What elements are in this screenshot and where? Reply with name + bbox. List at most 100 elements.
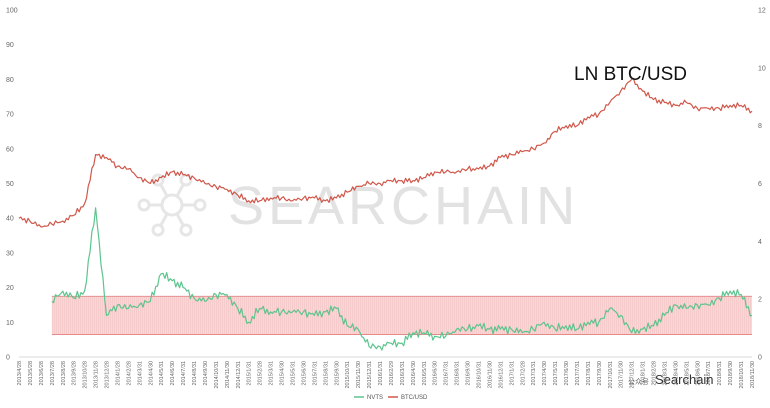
x-tick-label: 2014/5/31 — [159, 361, 165, 385]
x-tick-label: 2015/7/31 — [312, 361, 318, 385]
x-tick-label: 2018/9/30 — [728, 361, 734, 385]
x-tick-label: 2018/8/31 — [717, 361, 723, 385]
x-tick-label: 2016/6/30 — [433, 361, 439, 385]
x-tick-label: 2016/5/31 — [422, 361, 428, 385]
y-right-tick-label: 0 — [758, 355, 762, 362]
x-tick-label: 2015/5/31 — [291, 361, 297, 385]
x-tick-label: 2017/11/30 — [619, 361, 625, 388]
x-tick-label: 2016/10/31 — [476, 361, 482, 389]
x-tick-label: 2017/2/28 — [520, 361, 526, 385]
watermark-logo — [137, 173, 207, 237]
x-tick-label: 2014/3/31 — [137, 361, 143, 385]
y-left-tick-label: 50 — [6, 181, 14, 188]
chart-annotation: LN BTC/USD — [574, 64, 687, 85]
x-tick-label: 2014/6/30 — [170, 361, 176, 385]
watermark: SEARCHAIN — [137, 173, 579, 237]
x-tick-label: 2013/10/28 — [83, 361, 89, 389]
y-left-tick-label: 70 — [6, 112, 14, 119]
x-tick-label: 2014/10/31 — [214, 361, 220, 389]
x-tick-label: 2016/12/31 — [498, 361, 504, 389]
x-tick-label: 2014/12/31 — [236, 361, 242, 389]
x-tick-label: 2017/1/31 — [509, 361, 515, 385]
x-tick-label: 2013/11/28 — [94, 361, 100, 388]
x-tick-label: 2018/11/30 — [750, 361, 756, 388]
x-tick-label: 2017/12/31 — [630, 361, 636, 389]
x-tick-label: 2018/2/28 — [652, 361, 658, 385]
watermark-small: 公众号 · Searchain — [628, 372, 714, 387]
y-left-tick-label: 10 — [6, 320, 14, 327]
x-tick-label: 2013/12/28 — [105, 361, 111, 389]
y-right-tick-label: 8 — [758, 123, 762, 130]
watermark-small-text: Searchain — [655, 372, 714, 387]
x-tick-label: 2018/7/31 — [706, 361, 712, 385]
legend-label-btc-usd: BTC/USD — [401, 395, 428, 401]
x-tick-label: 2017/9/30 — [597, 361, 603, 385]
x-tick-label: 2016/3/31 — [400, 361, 406, 385]
x-tick-label: 2013/8/28 — [61, 361, 67, 385]
series-lines — [18, 77, 753, 351]
x-tick-label: 2017/4/30 — [542, 361, 548, 385]
y-left-tick-label: 80 — [6, 77, 14, 84]
x-tick-label: 2017/6/30 — [564, 361, 570, 385]
x-tick-label: 2014/4/30 — [148, 361, 154, 385]
x-tick-label: 2018/6/30 — [695, 361, 701, 385]
y-axis-left-ticks: 0 10 20 30 40 50 60 70 80 90 100 — [6, 8, 18, 362]
y-right-tick-label: 4 — [758, 239, 762, 246]
x-tick-label: 2018/5/31 — [684, 361, 690, 385]
series-line-btc-usd — [18, 77, 753, 228]
x-tick-label: 2015/1/31 — [247, 361, 253, 385]
x-tick-label: 2018/4/30 — [673, 361, 679, 385]
x-tick-label: 2015/9/30 — [334, 361, 340, 385]
y-left-tick-label: 30 — [6, 250, 14, 257]
x-tick-label: 2015/10/31 — [345, 361, 351, 389]
x-tick-label: 2013/5/28 — [28, 361, 34, 385]
x-tick-label: 2014/9/30 — [203, 361, 209, 385]
x-tick-label: 2015/6/30 — [301, 361, 307, 385]
x-tick-label: 2016/4/30 — [411, 361, 417, 385]
x-tick-label: 2015/4/30 — [280, 361, 286, 385]
x-tick-label: 2013/6/28 — [39, 361, 45, 385]
x-tick-label: 2015/12/31 — [367, 361, 373, 389]
x-tick-label: 2017/7/31 — [575, 361, 581, 385]
y-left-tick-label: 0 — [6, 355, 10, 362]
x-tick-label: 2017/8/31 — [586, 361, 592, 385]
y-right-tick-label: 2 — [758, 297, 762, 304]
series-line-nvts — [51, 207, 753, 351]
watermark-text: SEARCHAIN — [228, 176, 579, 236]
x-tick-label: 2015/11/30 — [356, 361, 362, 388]
x-tick-label: 2018/1/31 — [641, 361, 647, 385]
x-tick-label: 2015/8/31 — [323, 361, 329, 385]
x-tick-label: 2014/1/28 — [115, 361, 121, 385]
x-tick-label: 2014/8/31 — [192, 361, 198, 385]
x-tick-label: 2016/1/31 — [378, 361, 384, 385]
x-tick-label: 2018/10/31 — [739, 361, 745, 389]
threshold-band — [51, 295, 753, 335]
x-tick-label: 2014/11/30 — [225, 361, 231, 388]
x-tick-label: 2014/7/31 — [181, 361, 187, 385]
x-tick-label: 2016/2/29 — [389, 361, 395, 385]
x-tick-label: 2017/10/31 — [608, 361, 614, 389]
x-tick-label: 2016/8/31 — [455, 361, 461, 385]
y-right-tick-label: 6 — [758, 181, 762, 188]
x-tick-label: 2017/5/31 — [553, 361, 559, 385]
x-tick-label: 2016/7/31 — [444, 361, 450, 385]
y-left-tick-label: 90 — [6, 42, 14, 49]
x-tick-label: 2018/3/31 — [662, 361, 668, 385]
x-tick-label: 2013/9/28 — [72, 361, 78, 385]
x-axis-ticks: 2013/4/28 2013/5/28 2013/6/28 2013/7/28 2013… — [17, 361, 756, 389]
y-left-tick-label: 60 — [6, 146, 14, 153]
y-right-tick-label: 12 — [758, 8, 766, 15]
x-tick-label: 2016/11/30 — [487, 361, 493, 388]
legend[interactable]: NVTS BTC/USD — [354, 395, 428, 401]
x-tick-label: 2016/9/30 — [466, 361, 472, 385]
x-tick-label: 2015/2/28 — [258, 361, 264, 385]
watermark-small-prefix: 公众号 · — [628, 378, 653, 386]
x-tick-label: 2014/2/28 — [126, 361, 132, 385]
x-tick-label: 2017/3/31 — [531, 361, 537, 385]
y-right-tick-label: 10 — [758, 65, 766, 72]
y-left-tick-label: 40 — [6, 216, 14, 223]
x-tick-label: 2015/3/31 — [269, 361, 275, 385]
x-tick-label: 2013/7/28 — [50, 361, 56, 385]
legend-label-nvts: NVTS — [367, 395, 383, 401]
